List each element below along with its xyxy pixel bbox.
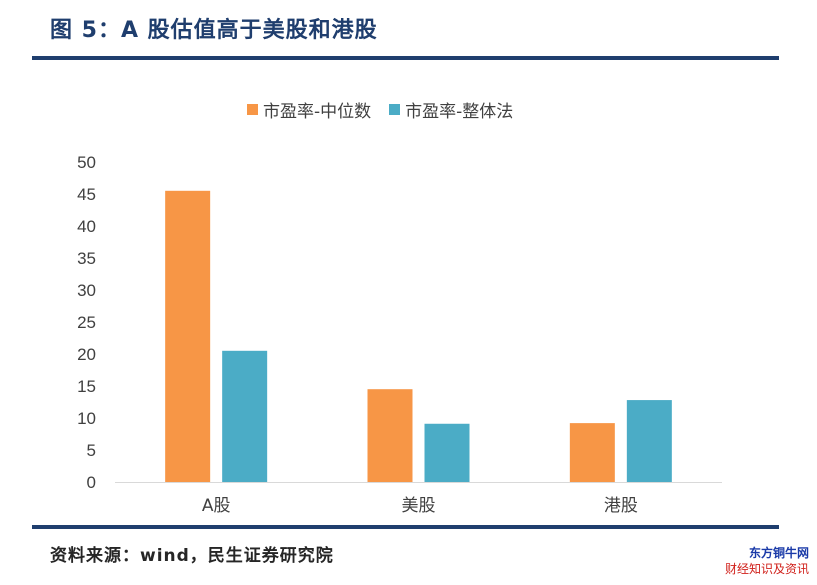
y-tick-label: 35 <box>77 249 96 268</box>
y-tick-label: 0 <box>87 473 96 492</box>
bar-median-1 <box>367 389 413 482</box>
chart-legend: 市盈率-中位数 市盈率-整体法 <box>247 97 531 122</box>
y-tick-label: 40 <box>77 217 96 236</box>
legend-swatch-overall <box>389 103 401 115</box>
figure-title: 图 5：A 股估值高于美股和港股 <box>50 18 378 43</box>
x-axis-category-labels: A股 美股 港股 <box>202 496 638 516</box>
bar-median-2 <box>569 423 615 482</box>
x-category-label: 美股 <box>402 496 436 516</box>
x-category-label: 港股 <box>604 496 638 516</box>
y-tick-label: 20 <box>77 345 96 364</box>
y-tick-label: 30 <box>77 281 96 300</box>
bar-overall-2 <box>626 400 672 482</box>
bar-median-0 <box>165 190 211 483</box>
bar-overall-0 <box>222 350 268 482</box>
watermark-line-1: 东方铜牛网 <box>748 546 809 560</box>
watermark: 东方铜牛网 财经知识及资讯 <box>725 545 809 577</box>
bar-overall-1 <box>424 423 470 482</box>
y-axis-tick-labels: 0 5 10 15 20 25 30 35 40 45 50 <box>77 153 96 492</box>
source-divider <box>32 525 779 529</box>
y-tick-label: 50 <box>77 153 96 172</box>
source-note: 资料来源：wind，民生证券研究院 <box>50 546 334 566</box>
y-tick-label: 15 <box>77 377 96 396</box>
y-tick-label: 45 <box>77 185 96 204</box>
title-divider <box>32 56 779 60</box>
legend-item-median: 市盈率-中位数 <box>247 97 371 122</box>
x-category-label: A股 <box>202 496 231 516</box>
y-tick-label: 5 <box>87 441 96 460</box>
legend-swatch-median <box>247 103 258 115</box>
legend-label-median: 市盈率-中位数 <box>263 101 372 122</box>
bar-series <box>165 190 672 483</box>
legend-item-overall: 市盈率-整体法 <box>389 97 513 122</box>
y-tick-label: 10 <box>77 409 96 428</box>
legend-label-overall: 市盈率-整体法 <box>405 101 514 122</box>
y-tick-label: 25 <box>77 313 96 332</box>
watermark-line-2: 财经知识及资讯 <box>724 562 809 576</box>
